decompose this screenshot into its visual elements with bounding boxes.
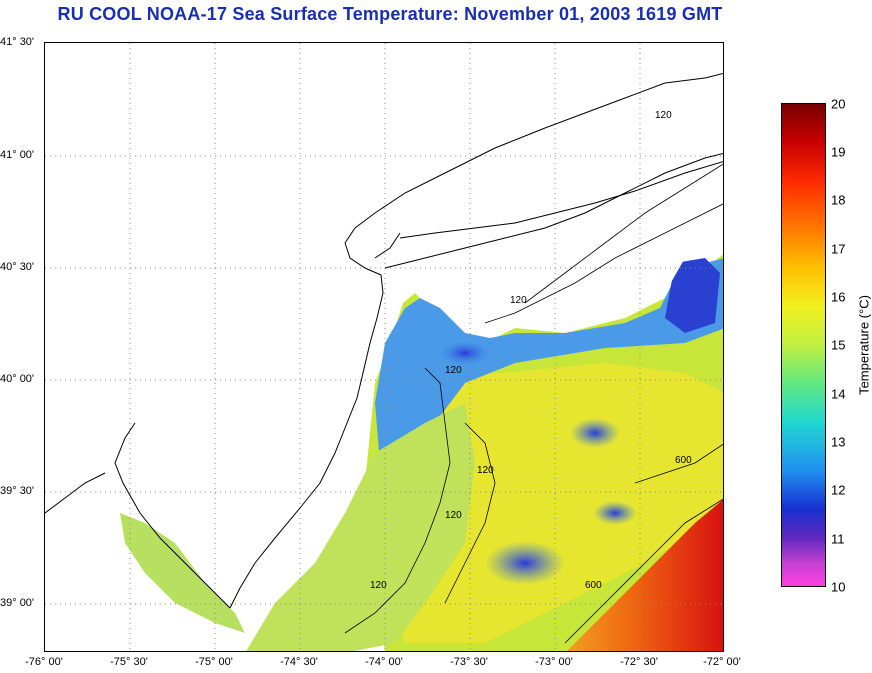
lon-label: -73° 30' [450, 656, 488, 668]
isobath-label: 120 [445, 365, 462, 376]
colorbar-tick: 16 [831, 289, 846, 305]
lon-label: -74° 00' [365, 656, 403, 668]
lon-label: -72° 00' [703, 656, 741, 668]
colorbar-tick: 11 [831, 531, 845, 547]
isobath-label: 120 [477, 465, 494, 476]
isobath-label: 120 [655, 110, 672, 121]
lon-label: -76° 00' [25, 656, 63, 668]
lon-label: -73° 00' [535, 656, 573, 668]
isobath-120 [344, 163, 723, 634]
lat-label: 41° 00' [0, 149, 35, 161]
colorbar-tick: 18 [831, 192, 846, 208]
cool-patch [665, 258, 720, 333]
lon-label: -72° 30' [620, 656, 658, 668]
isobath-label: 600 [585, 580, 602, 591]
map-title: RU COOL NOAA-17 Sea Surface Temperature:… [57, 4, 723, 24]
warm-water [567, 499, 723, 651]
sst-map: 120 120 120 120 120 120 600 600 [44, 42, 724, 652]
colorbar-tick: 15 [831, 337, 846, 353]
colorbar-tick: 20 [831, 96, 846, 112]
no-data-area [395, 183, 723, 335]
delaware-bay [120, 513, 245, 633]
lat-label: 41° 30' [0, 36, 35, 48]
isobath-label: 120 [445, 510, 462, 521]
lat-label: 40° 00' [0, 373, 35, 385]
colorbar-tick: 13 [831, 434, 846, 450]
lon-label: -74° 30' [280, 656, 318, 668]
land-new-jersey [45, 43, 385, 608]
isobath-label: 120 [510, 295, 527, 306]
colorbar-tick: 10 [831, 579, 846, 595]
graticule [45, 43, 723, 651]
isobath-label: 600 [675, 455, 692, 466]
shelf-water [246, 403, 475, 651]
colorbar-tick: 17 [831, 241, 846, 257]
temperature-colorbar [781, 103, 826, 587]
isobath-label: 120 [370, 580, 387, 591]
sst-map-canvas: 120 120 120 120 120 120 600 600 [45, 43, 723, 651]
coastline [45, 72, 723, 609]
lat-label: 40° 30' [0, 261, 35, 273]
land-long-island [375, 138, 723, 268]
lon-label: -75° 30' [110, 656, 148, 668]
colorbar-tick: 19 [831, 144, 846, 160]
colorbar-title: Temperature (°C) [856, 295, 872, 395]
lon-label: -75° 00' [195, 656, 233, 668]
isobath-labels: 120 120 120 120 120 120 600 600 [370, 110, 692, 591]
isobath-600 [564, 443, 723, 644]
colorbar-tick: 12 [831, 482, 846, 498]
colorbar-tick: 14 [831, 386, 846, 402]
lat-label: 39° 30' [0, 485, 35, 497]
lat-label: 39° 00' [0, 597, 35, 609]
